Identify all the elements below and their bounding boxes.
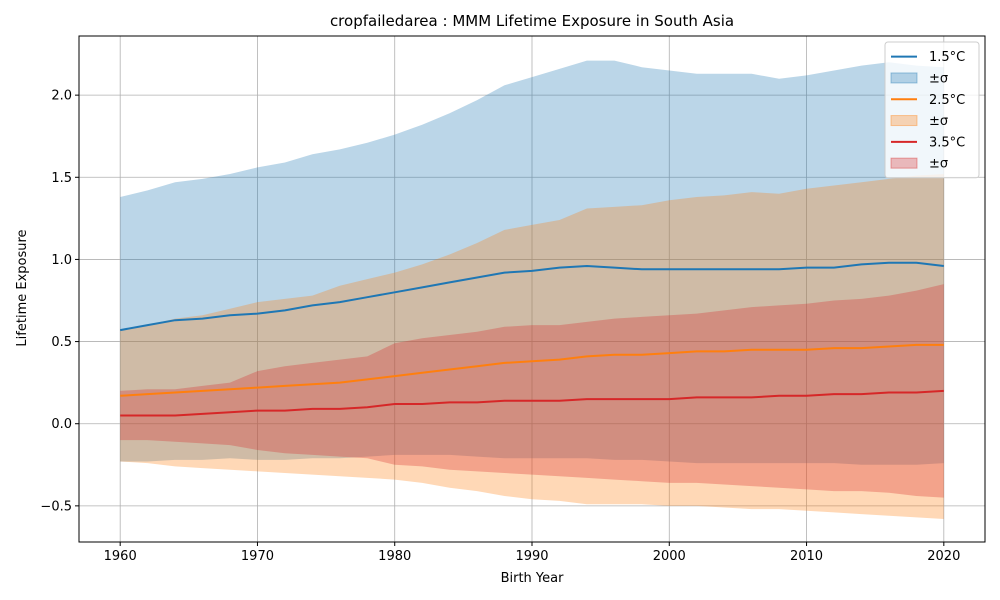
legend-band-swatch (890, 115, 918, 127)
legend-band-label: ±σ (929, 71, 948, 86)
y-tick-label: 2.0 (51, 89, 72, 104)
legend: 1.5°C ±σ 2.5°C ±σ 3.5°C ±σ (884, 41, 980, 179)
x-tick-label: 2010 (790, 549, 823, 564)
legend-entry-label: 1.5°C (929, 50, 965, 65)
y-tick-label: 1.0 (51, 253, 72, 268)
y-tick-label: 1.5 (51, 171, 72, 186)
x-tick-label: 1990 (515, 549, 548, 564)
legend-entry-label: 3.5°C (929, 135, 965, 150)
std-band (120, 284, 944, 498)
y-tick-label: −0.5 (40, 499, 72, 514)
x-tick-label: 1960 (104, 549, 137, 564)
y-axis-ticks: −0.5 0.0 0.5 1.0 1.5 2.0 (40, 89, 79, 514)
legend-band-label: ±σ (929, 114, 948, 129)
y-tick-label: 0.0 (51, 417, 72, 432)
x-tick-label: 1970 (241, 549, 274, 564)
std-band (120, 60, 944, 465)
x-tick-label: 2020 (927, 549, 960, 564)
series-line (120, 261, 944, 332)
x-axis-label: Birth Year (501, 571, 565, 586)
legend-entry-label: 2.5°C (929, 93, 965, 108)
x-axis-ticks: 1960 1970 1980 1990 2000 2010 2020 (104, 542, 960, 564)
legend-band-swatch (890, 72, 918, 84)
legend-band-swatch (890, 157, 918, 169)
series-lines (120, 261, 944, 417)
chart-title: cropfailedarea : MMM Lifetime Exposure i… (330, 12, 734, 30)
legend-box (884, 41, 980, 179)
y-tick-label: 0.5 (51, 335, 72, 350)
y-axis-label: Lifetime Exposure (15, 229, 30, 346)
std-bands (120, 60, 944, 519)
grid-lines (79, 36, 985, 542)
series-line (120, 389, 944, 417)
x-tick-label: 1980 (378, 549, 411, 564)
std-band (120, 174, 944, 519)
x-tick-label: 2000 (653, 549, 686, 564)
series-line (120, 343, 944, 397)
legend-band-label: ±σ (929, 157, 948, 172)
